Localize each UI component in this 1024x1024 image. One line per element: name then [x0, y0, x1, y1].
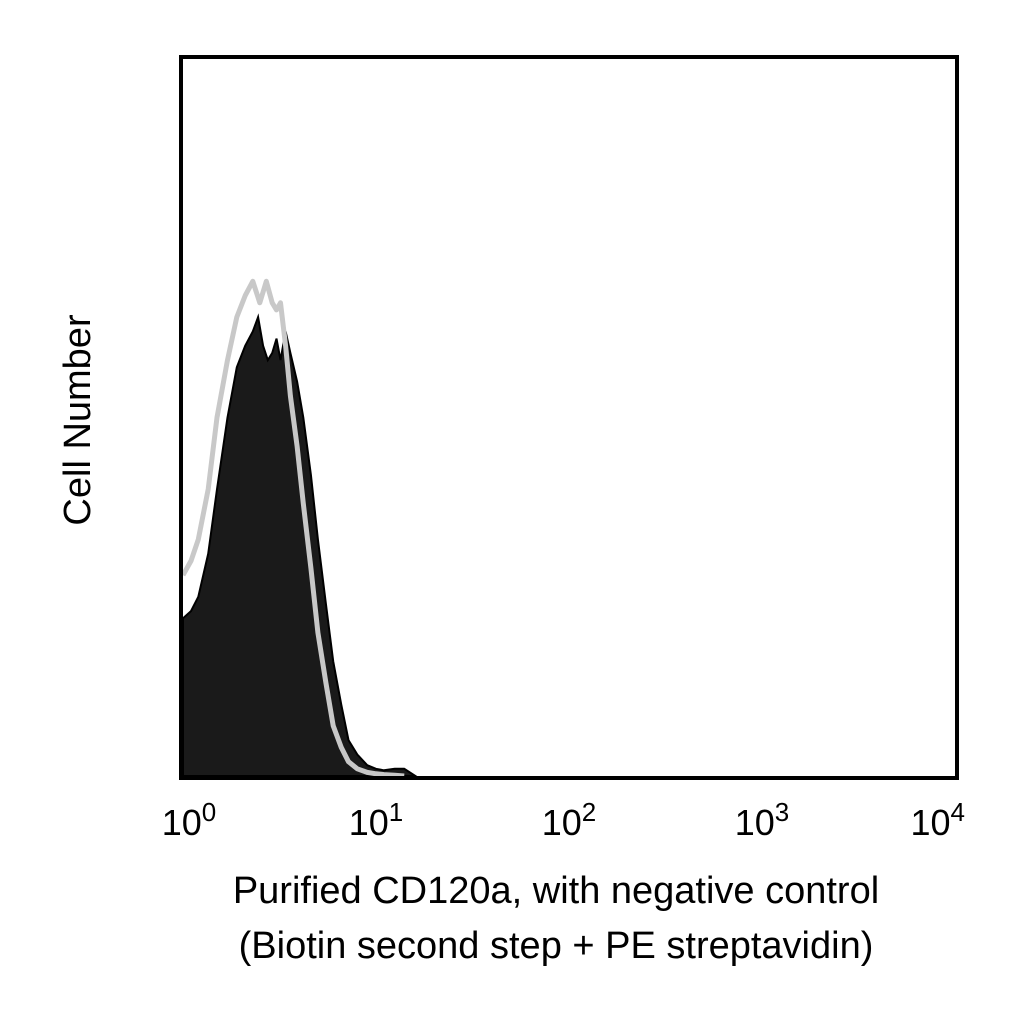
x-tick-labels: 100 101 102 103 104 [162, 797, 965, 843]
histogram-control-outline [180, 278, 405, 779]
x-tick-label: 104 [910, 797, 965, 843]
x-tick-label: 100 [162, 797, 217, 843]
y-axis-label: Cell Number [57, 314, 99, 526]
series-layer [180, 278, 419, 779]
x-tick-label: 101 [349, 797, 404, 843]
plot-frame [179, 55, 959, 780]
x-tick-label: 103 [735, 797, 790, 843]
x-axis-label-line1: Purified CD120a, with negative control [233, 870, 879, 912]
histogram-filled-series [182, 313, 419, 777]
x-tick-label: 102 [542, 797, 597, 843]
x-axis-label-line2: (Biotin second step + PE streptavidin) [239, 925, 874, 967]
